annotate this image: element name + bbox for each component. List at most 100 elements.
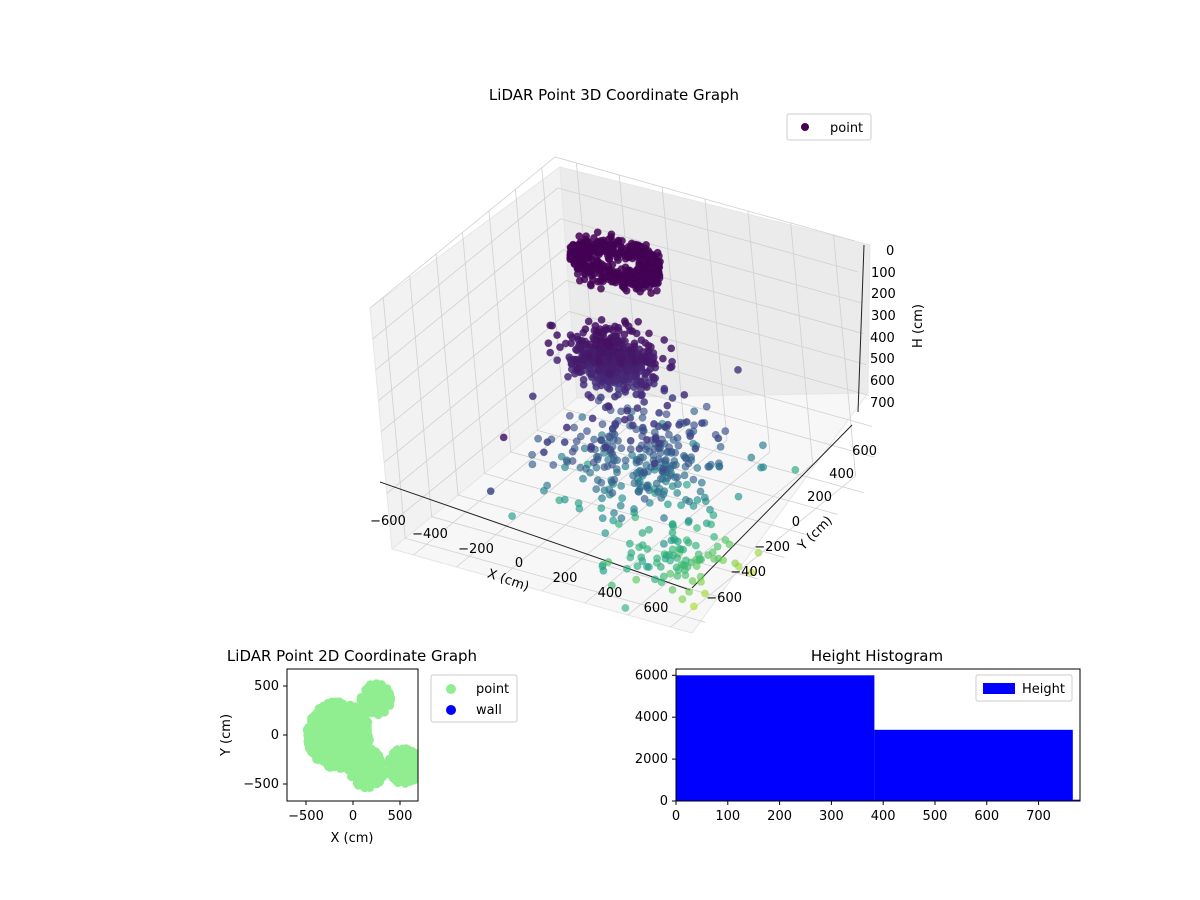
point-3d xyxy=(747,453,756,462)
point-3d xyxy=(627,349,636,358)
point-3d xyxy=(688,577,697,585)
point-2d xyxy=(371,750,381,760)
point-2d xyxy=(377,693,386,703)
point-3d xyxy=(673,489,682,497)
point-3d xyxy=(644,348,653,357)
point-3d xyxy=(630,339,639,348)
point-2d xyxy=(363,717,373,727)
point-3d xyxy=(643,481,651,490)
point-3d xyxy=(685,588,693,596)
point-2d xyxy=(376,685,386,695)
point-3d xyxy=(713,542,722,551)
histogram-legend-swatch xyxy=(983,683,1015,694)
point-2d xyxy=(360,782,370,792)
point-2d xyxy=(367,690,376,700)
point-2d xyxy=(326,717,336,727)
point-3d xyxy=(620,330,629,339)
point-3d xyxy=(791,465,800,474)
point-3d xyxy=(598,494,606,503)
point-2d xyxy=(350,770,360,780)
chart-2d: LiDAR Point 2D Coordinate Graph −500 0 5… xyxy=(219,647,518,846)
x-tick-label: 0 xyxy=(349,809,357,824)
y-tick-label: 0 xyxy=(792,515,800,530)
point-2d xyxy=(409,754,418,764)
point-3d xyxy=(608,581,616,590)
point-3d xyxy=(573,355,582,364)
chart-2d-title: LiDAR Point 2D Coordinate Graph xyxy=(227,647,477,665)
point-3d xyxy=(592,485,601,493)
point-3d xyxy=(592,331,601,339)
histogram-legend: Height xyxy=(975,674,1073,702)
point-2d xyxy=(406,776,415,786)
point-3d xyxy=(599,375,608,383)
point-3d xyxy=(578,248,587,257)
point-3d xyxy=(621,456,630,465)
histogram-bar xyxy=(676,675,875,801)
point-3d xyxy=(637,353,646,362)
legend-3d: point xyxy=(786,113,872,141)
point-3d xyxy=(643,435,651,444)
point-3d xyxy=(666,363,674,372)
point-2d xyxy=(377,706,387,716)
point-3d xyxy=(759,441,767,450)
scatter-2d-y-ticks: 500 0 −500 xyxy=(243,679,287,792)
point-3d xyxy=(569,241,578,250)
point-3d xyxy=(568,457,577,465)
y-tick-label: 0 xyxy=(660,794,668,809)
point-3d xyxy=(698,419,706,427)
histogram-legend-frame xyxy=(975,674,1073,702)
z-tick-label: 700 xyxy=(870,396,895,411)
point-3d xyxy=(640,398,649,406)
point-3d xyxy=(590,234,598,242)
point-3d xyxy=(626,436,635,445)
x-ticks: −600 −400 −200 0 200 400 600 xyxy=(370,514,668,616)
point-3d xyxy=(663,401,672,410)
point-3d xyxy=(597,284,605,293)
y-tick-label: 200 xyxy=(807,490,832,505)
point-3d xyxy=(623,406,632,415)
point-3d xyxy=(613,468,621,477)
point-3d xyxy=(690,407,699,416)
point-3d xyxy=(646,364,655,373)
point-3d xyxy=(673,572,682,580)
point-3d xyxy=(623,383,631,392)
point-3d xyxy=(601,529,610,537)
point-3d xyxy=(659,354,667,363)
point-2d xyxy=(385,756,395,766)
point-3d xyxy=(734,492,743,501)
point-3d xyxy=(669,461,677,470)
point-3d xyxy=(614,337,623,346)
x-tick-label: 200 xyxy=(767,809,792,824)
point-3d xyxy=(645,525,653,534)
x-tick-label: 500 xyxy=(388,809,413,824)
point-3d xyxy=(590,435,598,444)
grid-line xyxy=(462,232,785,558)
point-3d xyxy=(562,423,571,432)
point-3d xyxy=(734,365,742,374)
point-3d xyxy=(570,423,578,432)
point-3d xyxy=(583,261,591,269)
y-tick-label: 600 xyxy=(852,444,877,459)
point-2d xyxy=(349,705,359,714)
point-3d xyxy=(575,504,584,513)
point-3d xyxy=(683,480,691,489)
point-3d xyxy=(614,326,623,335)
chart-histogram: Height Histogram 0 100 200 300 400 500 600 7000… xyxy=(635,647,1081,824)
point-3d xyxy=(553,331,561,339)
point-3d xyxy=(635,444,644,453)
scatter-2d-x-ticks: −500 0 500 xyxy=(288,801,412,824)
point-3d xyxy=(623,564,631,573)
point-2d xyxy=(387,763,397,773)
point-3d xyxy=(638,529,647,537)
point-3d xyxy=(693,464,702,472)
histogram-title: Height Histogram xyxy=(811,647,943,665)
x-tick-label: 700 xyxy=(1026,809,1051,824)
point-3d xyxy=(643,383,651,391)
point-3d xyxy=(546,348,555,357)
point-3d xyxy=(584,317,593,326)
point-2d xyxy=(395,753,404,763)
point-3d xyxy=(696,487,705,496)
point-3d xyxy=(689,475,698,484)
point-3d xyxy=(662,410,671,419)
point-3d xyxy=(597,393,605,402)
